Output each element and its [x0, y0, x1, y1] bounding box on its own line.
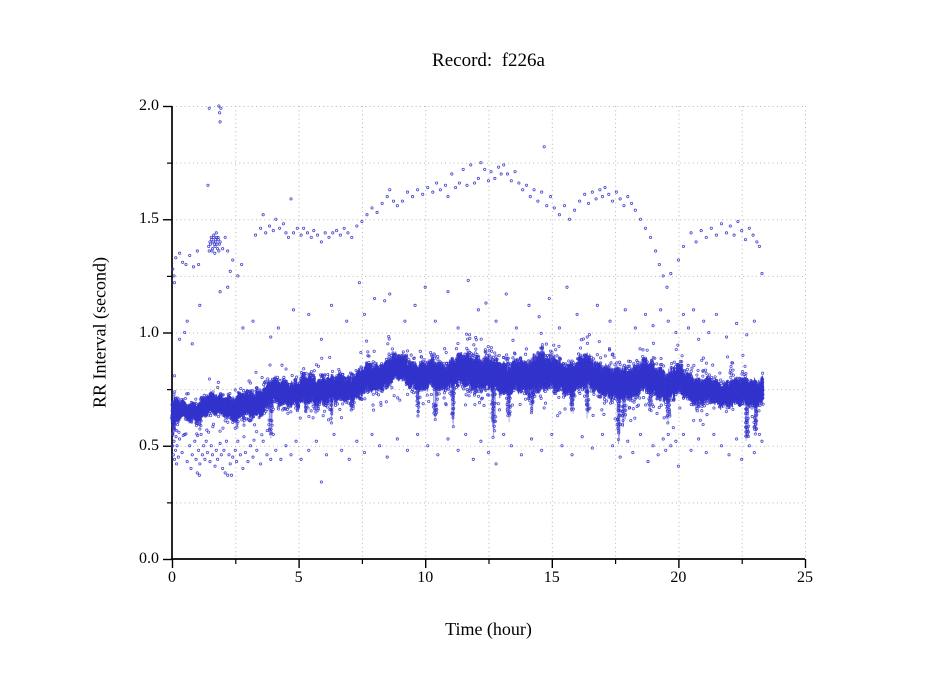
- y-tick-label: 0.0: [139, 550, 159, 567]
- y-tick-label: 1.0: [139, 323, 159, 341]
- x-tick-label: 5: [294, 569, 303, 586]
- y-axis-label: RR Interval (second): [89, 257, 110, 408]
- x-tick-label: 25: [797, 569, 813, 586]
- x-axis-label: Time (hour): [445, 619, 532, 639]
- x-tick-label: 20: [670, 569, 687, 586]
- chart-title: Record: f226a: [432, 50, 545, 71]
- x-tick-label: 0: [168, 569, 176, 586]
- y-tick-label: 1.5: [139, 210, 159, 228]
- y-tick-label: 0.5: [139, 436, 159, 454]
- y-tick-label: 2.0: [139, 97, 159, 114]
- x-tick-label: 10: [417, 569, 434, 586]
- x-tick-label: 15: [543, 569, 560, 586]
